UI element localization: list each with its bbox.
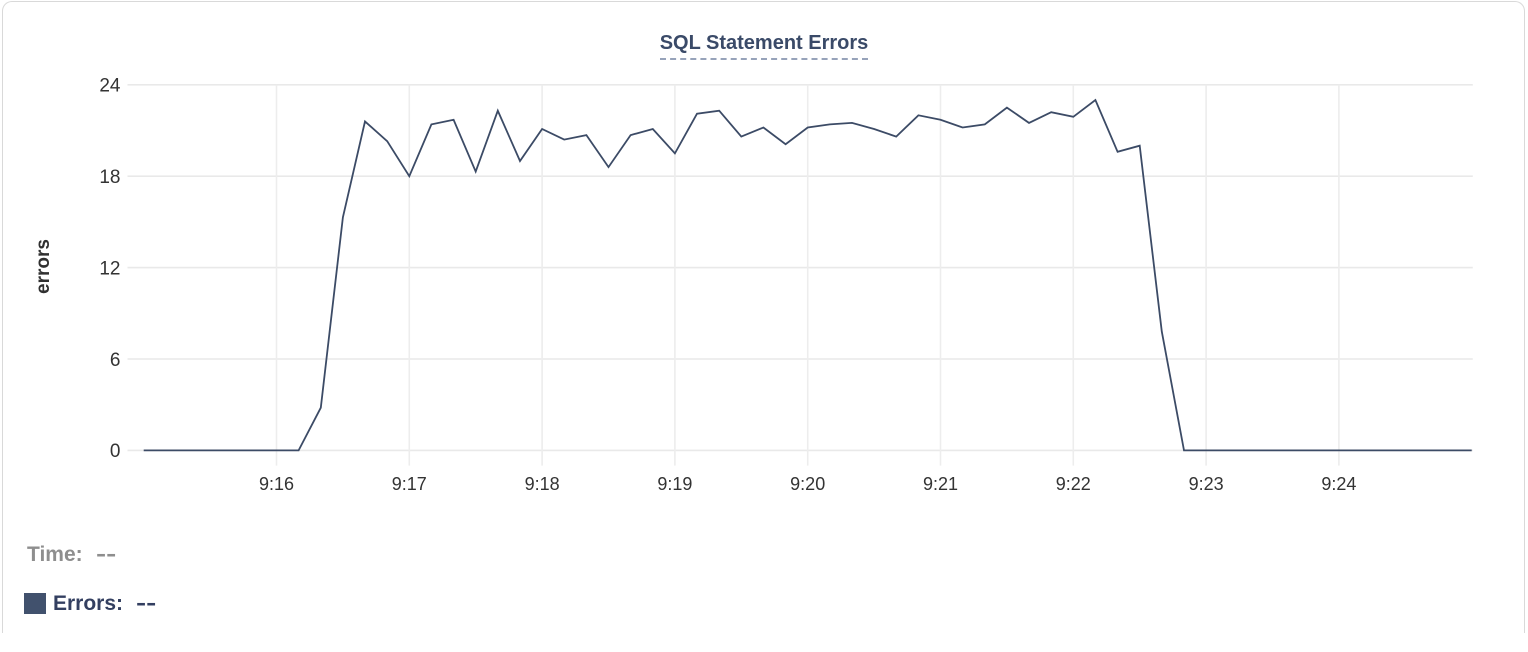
- svg-text:0: 0: [110, 441, 121, 462]
- svg-text:9:24: 9:24: [1321, 474, 1356, 494]
- svg-text:12: 12: [99, 258, 120, 279]
- svg-text:18: 18: [99, 167, 120, 188]
- legend-errors-row: Errors: --: [24, 592, 156, 615]
- svg-text:errors: errors: [33, 239, 54, 294]
- chart-card: [2, 1, 1525, 633]
- legend-time-label: Time:: [27, 542, 83, 566]
- svg-text:9:17: 9:17: [392, 474, 427, 494]
- chart-title-wrap: SQL Statement Errors: [0, 33, 1528, 60]
- svg-text:9:18: 9:18: [525, 474, 560, 494]
- errors-series-swatch: [24, 593, 46, 614]
- svg-text:9:21: 9:21: [923, 474, 958, 494]
- svg-text:9:19: 9:19: [657, 474, 692, 494]
- line-chart[interactable]: 0 6 12 18 24 9:16 9:17 9:18 9:19 9:20 9:21 9:22 9:23…: [0, 0, 1528, 530]
- legend-errors-value: --: [136, 592, 157, 615]
- chart-title[interactable]: SQL Statement Errors: [659, 33, 869, 60]
- legend-errors-label: Errors:: [53, 592, 124, 615]
- svg-text:24: 24: [99, 76, 121, 97]
- legend-time-row: Time: --: [27, 542, 116, 566]
- svg-text:9:20: 9:20: [790, 474, 825, 494]
- svg-text:6: 6: [110, 350, 121, 371]
- legend-time-value: --: [95, 542, 116, 566]
- svg-text:9:23: 9:23: [1189, 474, 1224, 494]
- svg-text:9:16: 9:16: [259, 474, 294, 494]
- svg-text:9:22: 9:22: [1056, 474, 1091, 494]
